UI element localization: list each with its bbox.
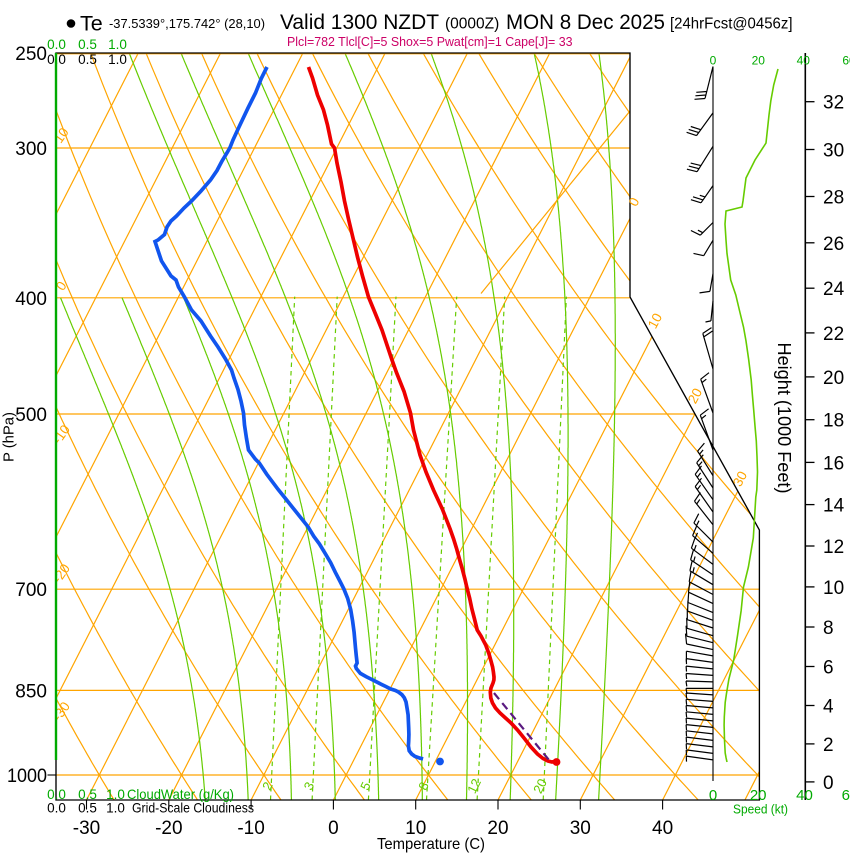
svg-text:P (hPa): P (hPa) [1, 412, 18, 462]
svg-text:40: 40 [652, 818, 673, 839]
svg-text:6: 6 [823, 658, 834, 679]
svg-text:-10: -10 [237, 818, 264, 839]
svg-text:CloudWater (g/Kg): CloudWater (g/Kg) [127, 786, 234, 802]
svg-text:300: 300 [15, 139, 47, 160]
svg-text:0.0: 0.0 [47, 801, 66, 816]
svg-text:20: 20 [530, 776, 550, 796]
svg-text:0: 0 [328, 818, 339, 839]
svg-text:10: 10 [645, 311, 665, 331]
svg-text:20: 20 [752, 54, 766, 68]
svg-text:30: 30 [823, 141, 844, 162]
svg-text:-30: -30 [73, 818, 100, 839]
svg-text:20: 20 [823, 368, 844, 389]
svg-text:0: 0 [709, 787, 717, 804]
svg-text:60: 60 [842, 54, 850, 68]
svg-text:-20: -20 [155, 818, 182, 839]
svg-text:400: 400 [15, 289, 47, 310]
svg-text:Te: Te [80, 12, 103, 36]
svg-text:1.0: 1.0 [108, 37, 127, 52]
svg-text:22: 22 [823, 324, 844, 345]
svg-text:16: 16 [823, 453, 844, 474]
svg-text:32: 32 [823, 93, 844, 114]
svg-text:Speed (kt): Speed (kt) [733, 802, 788, 817]
svg-text:0: 0 [710, 54, 717, 68]
svg-text:24: 24 [823, 279, 845, 300]
svg-text:12: 12 [464, 776, 484, 796]
svg-text:2: 2 [823, 735, 834, 756]
svg-text:1.0: 1.0 [106, 787, 125, 802]
svg-text:14: 14 [823, 496, 845, 517]
svg-text:Temperature (C): Temperature (C) [377, 836, 485, 853]
svg-text:[24hrFcst@0456z]: [24hrFcst@0456z] [670, 16, 793, 33]
svg-text:Grid-Scale Cloudiness: Grid-Scale Cloudiness [132, 800, 254, 816]
svg-text:30: 30 [570, 818, 591, 839]
svg-text:20: 20 [487, 818, 508, 839]
svg-text:4: 4 [823, 697, 834, 718]
svg-text:18: 18 [823, 411, 844, 432]
svg-text:MON 8 Dec 2025: MON 8 Dec 2025 [506, 10, 665, 34]
svg-text:0.5: 0.5 [78, 801, 97, 816]
svg-text:8: 8 [823, 618, 834, 639]
svg-text:Height (1000 Feet): Height (1000 Feet) [774, 343, 794, 494]
svg-text:0.0: 0.0 [47, 787, 66, 802]
svg-text:0.5: 0.5 [78, 37, 97, 52]
svg-text:0.5: 0.5 [78, 787, 97, 802]
svg-text:700: 700 [15, 580, 47, 601]
svg-text:60: 60 [842, 787, 850, 804]
svg-text:1000: 1000 [7, 766, 47, 787]
svg-text:0: 0 [823, 773, 834, 794]
svg-text:-37.5339°,175.742° (28,10): -37.5339°,175.742° (28,10) [109, 16, 265, 31]
svg-text:250: 250 [15, 44, 47, 65]
svg-text:12: 12 [823, 537, 844, 558]
svg-text:20: 20 [685, 386, 705, 406]
svg-text:1.0: 1.0 [106, 801, 125, 816]
svg-text:500: 500 [15, 405, 47, 426]
svg-text:Valid 1300 NZDT: Valid 1300 NZDT [280, 10, 439, 34]
svg-text:10: 10 [823, 578, 844, 599]
svg-text:0.0: 0.0 [47, 37, 66, 52]
svg-text:850: 850 [15, 681, 47, 702]
svg-text:Plcl=782 Tlcl[C]=5 Shox=5 Pwat: Plcl=782 Tlcl[C]=5 Shox=5 Pwat[cm]=1 Cap… [287, 35, 573, 49]
svg-text:26: 26 [823, 234, 844, 255]
svg-text:40: 40 [797, 54, 811, 68]
svg-text:28: 28 [823, 188, 844, 209]
svg-text:1.0: 1.0 [108, 52, 127, 67]
svg-text:0.5: 0.5 [78, 52, 97, 67]
svg-text:40: 40 [796, 787, 813, 804]
svg-text:20: 20 [750, 787, 767, 804]
svg-text:10: 10 [405, 818, 426, 839]
svg-text:(0000Z): (0000Z) [445, 16, 499, 33]
svg-text:30: 30 [730, 469, 750, 489]
